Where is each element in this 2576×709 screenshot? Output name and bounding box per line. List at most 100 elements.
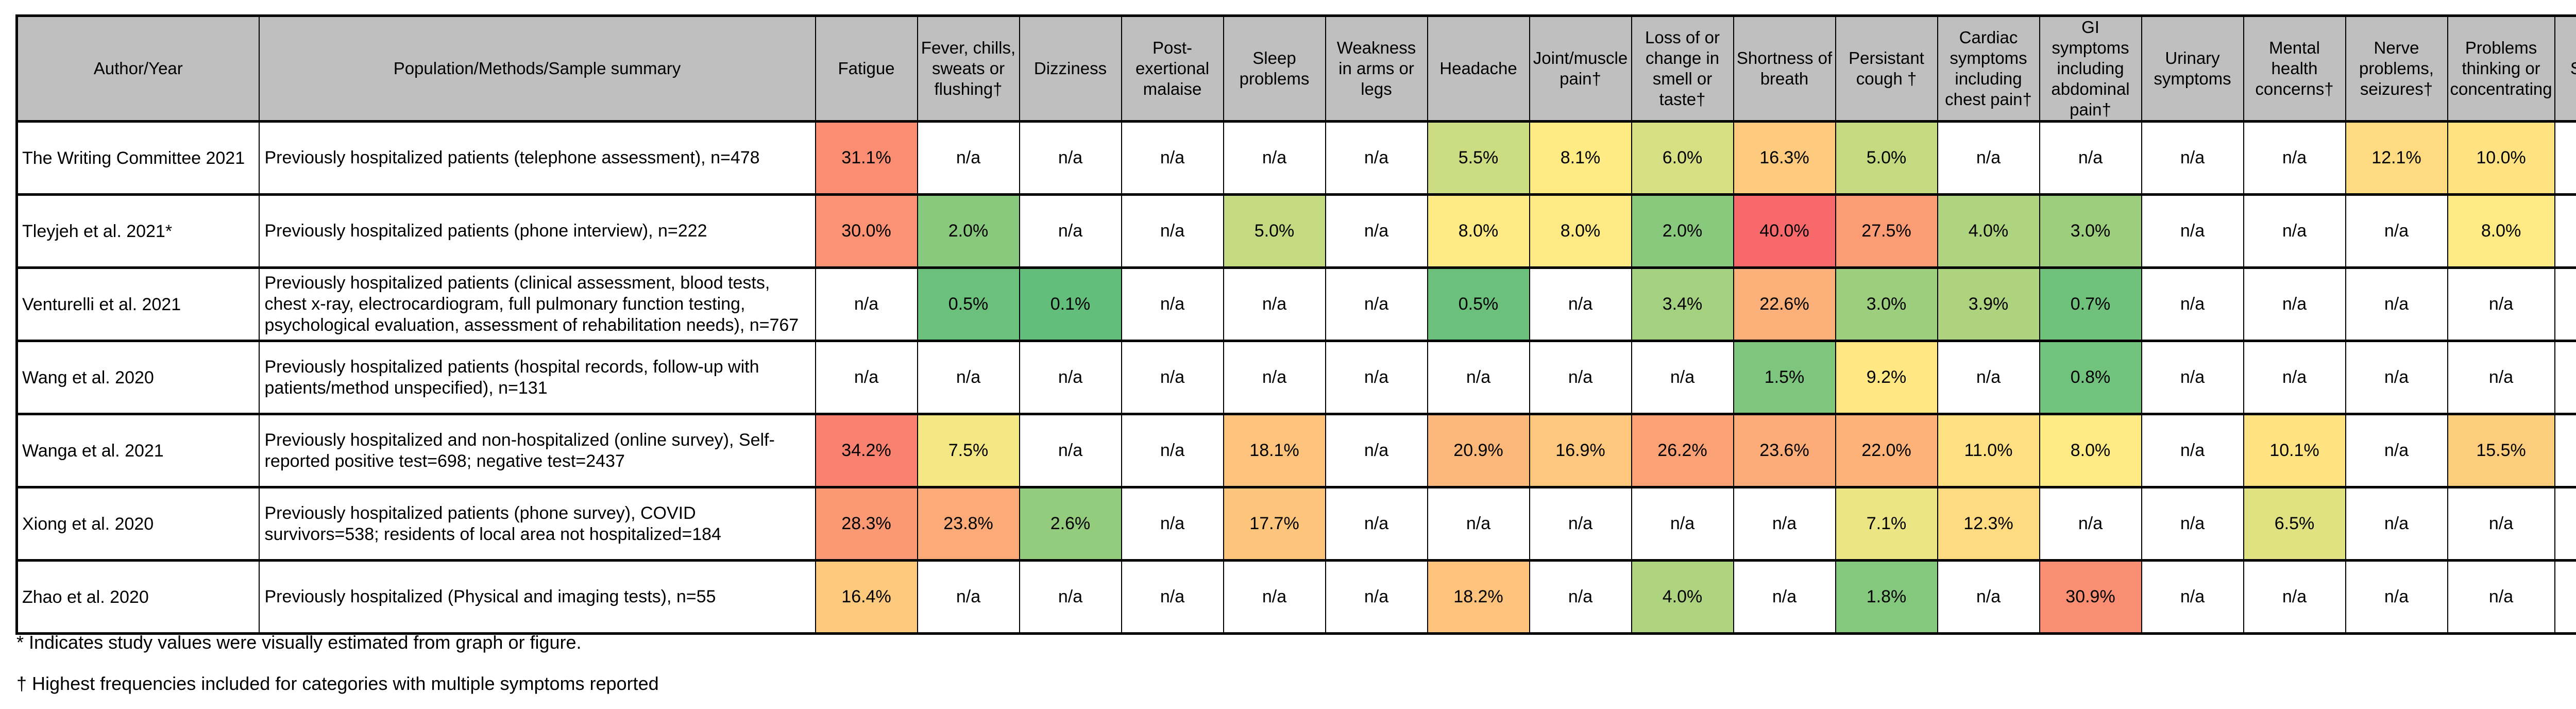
value-cell-shortness-of-breath: 22.6%	[1733, 267, 1836, 342]
value-cell-gi-symptoms-including-abdominal-pain: 0.8%	[2039, 341, 2142, 415]
value-cell-loss-of-or-change-in-smell-or-taste: 2.0%	[1631, 194, 1734, 269]
column-header-joint-muscle-pain: Joint/muscle pain†	[1529, 14, 1632, 123]
population-cell: Previously hospitalized patients (phone …	[258, 194, 816, 269]
value-cell-loss-of-or-change-in-smell-or-taste: n/a	[1631, 341, 1734, 415]
column-header-persistant-cough: Persistant cough †	[1835, 14, 1938, 123]
value-cell-nerve-problems-seizures: n/a	[2345, 487, 2448, 562]
value-cell-shortness-of-breath: n/a	[1733, 487, 1836, 562]
value-cell-fever-chills-sweats-or-flushing: 7.5%	[917, 414, 1020, 488]
value-cell-mental-health-concerns: n/a	[2243, 560, 2346, 635]
value-cell-nerve-problems-seizures: n/a	[2345, 267, 2448, 342]
value-cell-cardiac-symptoms-including-chest-pain: 3.9%	[1937, 267, 2040, 342]
column-header-fever-chills-sweats-or-flushing: Fever, chills, sweats or flushing†	[917, 14, 1020, 123]
value-cell-shortness-of-breath: 16.3%	[1733, 121, 1836, 196]
value-cell-urinary-symptoms: n/a	[2141, 267, 2244, 342]
symptom-frequency-table: Author/Year Population/Methods/Sample sum…	[15, 14, 2576, 635]
value-cell-cardiac-symptoms-including-chest-pain: 11.0%	[1937, 414, 2040, 488]
footnote-asterisk: * Indicates study values were visually e…	[16, 632, 582, 653]
value-cell-headache: n/a	[1427, 341, 1530, 415]
author-cell: The Writing Committee 2021	[16, 121, 260, 196]
value-cell-skin-rash: n/a	[2554, 121, 2576, 196]
value-cell-sleep-problems: 5.0%	[1223, 194, 1326, 269]
value-cell-fever-chills-sweats-or-flushing: 2.0%	[917, 194, 1020, 269]
column-header-author-year: Author/Year	[16, 14, 260, 123]
value-cell-post-exertional-malaise: n/a	[1121, 341, 1224, 415]
value-cell-dizziness: n/a	[1019, 414, 1122, 488]
value-cell-weakness-in-arms-or-legs: n/a	[1325, 560, 1428, 635]
table-header: Author/Year Population/Methods/Sample sum…	[16, 14, 2576, 123]
value-cell-skin-rash: n/a	[2554, 267, 2576, 342]
column-header-post-exertional-malaise: Post-exertional malaise	[1121, 14, 1224, 123]
column-header-fatigue: Fatigue	[815, 14, 918, 123]
table-row: Venturelli et al. 2021 Previously hospita…	[16, 267, 2576, 342]
value-cell-gi-symptoms-including-abdominal-pain: n/a	[2039, 121, 2142, 196]
value-cell-loss-of-or-change-in-smell-or-taste: 4.0%	[1631, 560, 1734, 635]
value-cell-nerve-problems-seizures: n/a	[2345, 341, 2448, 415]
value-cell-sleep-problems: n/a	[1223, 267, 1326, 342]
value-cell-cardiac-symptoms-including-chest-pain: n/a	[1937, 341, 2040, 415]
footnote-dagger: † Highest frequencies included for categ…	[16, 673, 659, 694]
value-cell-post-exertional-malaise: n/a	[1121, 267, 1224, 342]
value-cell-fatigue: 28.3%	[815, 487, 918, 562]
population-cell: Previously hospitalized patients (clinic…	[258, 267, 816, 342]
value-cell-mental-health-concerns: n/a	[2243, 194, 2346, 269]
value-cell-problems-thinking-or-concentrating: n/a	[2447, 487, 2555, 562]
value-cell-loss-of-or-change-in-smell-or-taste: 6.0%	[1631, 121, 1734, 196]
value-cell-fatigue: n/a	[815, 267, 918, 342]
value-cell-gi-symptoms-including-abdominal-pain: 0.7%	[2039, 267, 2142, 342]
value-cell-problems-thinking-or-concentrating: 10.0%	[2447, 121, 2555, 196]
value-cell-persistant-cough: 7.1%	[1835, 487, 1938, 562]
value-cell-shortness-of-breath: n/a	[1733, 560, 1836, 635]
value-cell-post-exertional-malaise: n/a	[1121, 194, 1224, 269]
value-cell-mental-health-concerns: n/a	[2243, 267, 2346, 342]
value-cell-loss-of-or-change-in-smell-or-taste: n/a	[1631, 487, 1734, 562]
value-cell-weakness-in-arms-or-legs: n/a	[1325, 414, 1428, 488]
value-cell-fatigue: 31.1%	[815, 121, 918, 196]
value-cell-sleep-problems: n/a	[1223, 560, 1326, 635]
value-cell-mental-health-concerns: 10.1%	[2243, 414, 2346, 488]
author-cell: Wang et al. 2020	[16, 341, 260, 415]
value-cell-joint-muscle-pain: n/a	[1529, 560, 1632, 635]
value-cell-shortness-of-breath: 40.0%	[1733, 194, 1836, 269]
column-header-nerve-problems-seizures: Nerve problems, seizures†	[2345, 14, 2448, 123]
value-cell-post-exertional-malaise: n/a	[1121, 121, 1224, 196]
value-cell-problems-thinking-or-concentrating: n/a	[2447, 560, 2555, 635]
value-cell-persistant-cough: 22.0%	[1835, 414, 1938, 488]
value-cell-loss-of-or-change-in-smell-or-taste: 3.4%	[1631, 267, 1734, 342]
table-row: Wang et al. 2020 Previously hospitalized …	[16, 341, 2576, 415]
table-row: Wanga et al. 2021 Previously hospitalized…	[16, 414, 2576, 488]
value-cell-weakness-in-arms-or-legs: n/a	[1325, 194, 1428, 269]
value-cell-loss-of-or-change-in-smell-or-taste: 26.2%	[1631, 414, 1734, 488]
value-cell-problems-thinking-or-concentrating: 8.0%	[2447, 194, 2555, 269]
value-cell-fever-chills-sweats-or-flushing: n/a	[917, 560, 1020, 635]
value-cell-fatigue: 16.4%	[815, 560, 918, 635]
value-cell-weakness-in-arms-or-legs: n/a	[1325, 267, 1428, 342]
value-cell-skin-rash: n/a	[2554, 414, 2576, 488]
value-cell-dizziness: 2.6%	[1019, 487, 1122, 562]
value-cell-sleep-problems: 18.1%	[1223, 414, 1326, 488]
value-cell-urinary-symptoms: n/a	[2141, 487, 2244, 562]
value-cell-post-exertional-malaise: n/a	[1121, 560, 1224, 635]
value-cell-sleep-problems: n/a	[1223, 341, 1326, 415]
value-cell-urinary-symptoms: n/a	[2141, 341, 2244, 415]
column-header-shortness-of-breath: Shortness of breath	[1733, 14, 1836, 123]
author-cell: Tleyjeh et al. 2021*	[16, 194, 260, 269]
value-cell-nerve-problems-seizures: n/a	[2345, 560, 2448, 635]
value-cell-gi-symptoms-including-abdominal-pain: 3.0%	[2039, 194, 2142, 269]
value-cell-joint-muscle-pain: n/a	[1529, 341, 1632, 415]
value-cell-skin-rash: n/a	[2554, 560, 2576, 635]
population-cell: Previously hospitalized (Physical and im…	[258, 560, 816, 635]
value-cell-joint-muscle-pain: 8.1%	[1529, 121, 1632, 196]
value-cell-weakness-in-arms-or-legs: n/a	[1325, 487, 1428, 562]
column-header-skin-rash: Skin rash	[2554, 14, 2576, 123]
value-cell-joint-muscle-pain: n/a	[1529, 267, 1632, 342]
column-header-weakness-in-arms-or-legs: Weakness in arms or legs	[1325, 14, 1428, 123]
value-cell-fever-chills-sweats-or-flushing: n/a	[917, 341, 1020, 415]
value-cell-problems-thinking-or-concentrating: n/a	[2447, 341, 2555, 415]
value-cell-fever-chills-sweats-or-flushing: 23.8%	[917, 487, 1020, 562]
value-cell-fatigue: n/a	[815, 341, 918, 415]
value-cell-problems-thinking-or-concentrating: 15.5%	[2447, 414, 2555, 488]
value-cell-headache: 8.0%	[1427, 194, 1530, 269]
value-cell-headache: 20.9%	[1427, 414, 1530, 488]
